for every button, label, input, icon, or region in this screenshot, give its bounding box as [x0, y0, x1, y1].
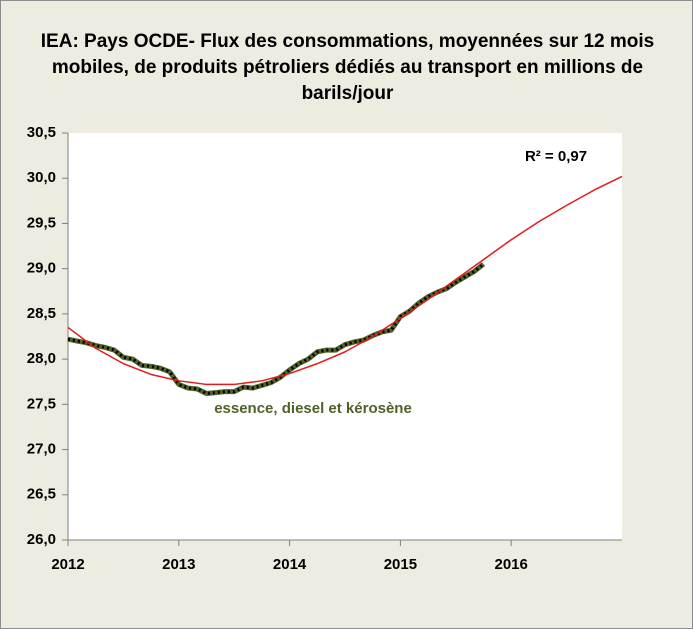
y-tick-label: 27,5: [27, 395, 56, 412]
y-tick-label: 28,5: [27, 305, 56, 322]
x-tick-label: 2014: [273, 556, 307, 573]
x-tick-label: 2016: [495, 556, 528, 573]
series-line-dots: [67, 262, 485, 395]
y-tick-label: 29,5: [27, 214, 56, 231]
y-tick-label: 30,0: [27, 169, 56, 186]
y-tick-label: 29,0: [27, 260, 56, 277]
y-tick-label: 26,5: [27, 486, 56, 503]
y-tick-label: 26,0: [27, 531, 56, 548]
plot-area: [68, 133, 622, 540]
y-tick-label: 27,0: [27, 441, 56, 458]
trend-line: [67, 175, 623, 386]
x-tick-label: 2015: [384, 556, 417, 573]
r2-annotation: R² = 0,97: [525, 148, 587, 165]
x-tick-label: 2013: [162, 556, 195, 573]
series-label: essence, diesel et kérosène: [214, 400, 412, 417]
x-tick-label: 2012: [51, 556, 84, 573]
y-tick-label: 30,5: [27, 124, 56, 141]
y-tick-label: 28,0: [27, 350, 56, 367]
chart-title: IEA: Pays OCDE- Flux des consommations, …: [40, 31, 655, 104]
